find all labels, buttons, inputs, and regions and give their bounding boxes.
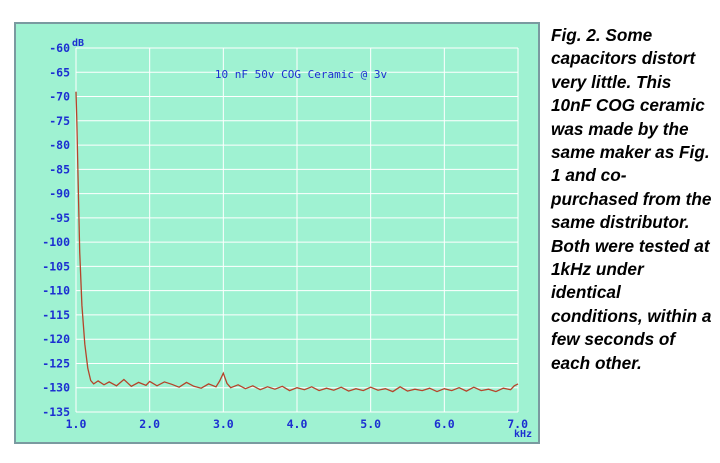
series-line xyxy=(75,91,519,393)
y-tick-label: -70 xyxy=(49,90,70,104)
y-tick-label: -105 xyxy=(42,259,70,273)
x-tick-label: 2.0 xyxy=(139,417,160,431)
y-axis-ticks: -60 -65 -70 -75 -80 -85 -90 -95 -100 -105 -110 -115… xyxy=(42,41,70,419)
y-tick-label: -75 xyxy=(49,114,70,128)
y-tick-label: -130 xyxy=(42,381,70,395)
chart-figure: -60 -65 -70 -75 -80 -85 -90 -95 -100 -105 -110 -115… xyxy=(14,22,540,444)
y-axis-unit-label: dB xyxy=(72,38,84,49)
chart-title: 10 nF 50v COG Ceramic @ 3v xyxy=(215,68,388,81)
y-tick-label: -125 xyxy=(42,356,70,370)
y-tick-label: -95 xyxy=(49,211,70,225)
y-tick-label: -85 xyxy=(49,162,70,176)
y-tick-label: -100 xyxy=(42,235,70,249)
y-tick-label: -65 xyxy=(49,65,70,79)
y-tick-label: -60 xyxy=(49,41,70,55)
plot-background xyxy=(16,24,538,442)
chart-svg: -60 -65 -70 -75 -80 -85 -90 -95 -100 -105 -110 -115… xyxy=(16,24,538,442)
x-tick-label: 7.0 xyxy=(507,417,528,431)
grid-layer xyxy=(75,47,519,413)
y-tick-label: -120 xyxy=(42,332,70,346)
y-tick-label: -80 xyxy=(49,138,70,152)
x-tick-label: 1.0 xyxy=(66,417,87,431)
y-tick-label: -135 xyxy=(42,405,70,419)
y-tick-label: -115 xyxy=(42,308,70,322)
figure-caption: Fig. 2. Some capacitors distort very lit… xyxy=(551,25,712,373)
x-tick-label: 5.0 xyxy=(360,417,381,431)
y-tick-label: -90 xyxy=(49,187,70,201)
x-tick-label: 6.0 xyxy=(434,417,455,431)
x-axis-unit-label: kHz xyxy=(514,429,532,440)
x-tick-label: 3.0 xyxy=(213,417,234,431)
x-tick-label: 4.0 xyxy=(287,417,308,431)
x-axis-ticks: 1.0 2.0 3.0 4.0 5.0 6.0 7.0 xyxy=(66,417,528,431)
y-tick-label: -110 xyxy=(42,284,70,298)
